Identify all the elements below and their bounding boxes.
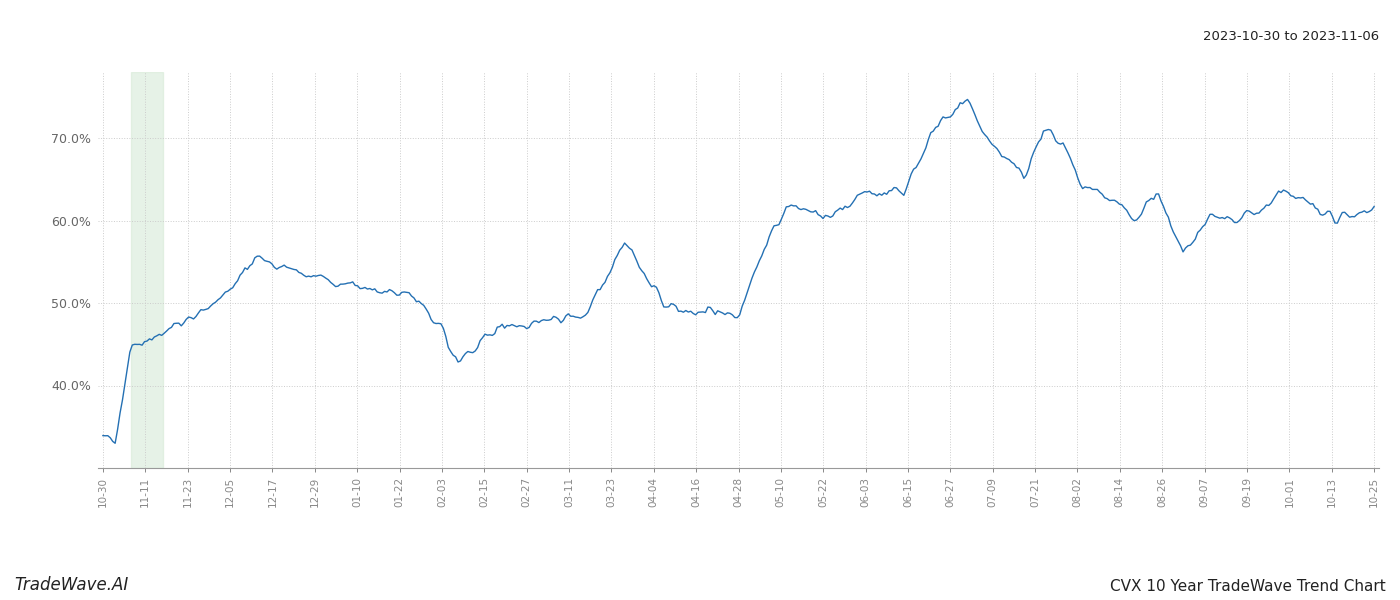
Bar: [132, 72, 162, 468]
Text: CVX 10 Year TradeWave Trend Chart: CVX 10 Year TradeWave Trend Chart: [1110, 579, 1386, 594]
Text: TradeWave.AI: TradeWave.AI: [14, 576, 129, 594]
Text: 2023-10-30 to 2023-11-06: 2023-10-30 to 2023-11-06: [1203, 30, 1379, 43]
